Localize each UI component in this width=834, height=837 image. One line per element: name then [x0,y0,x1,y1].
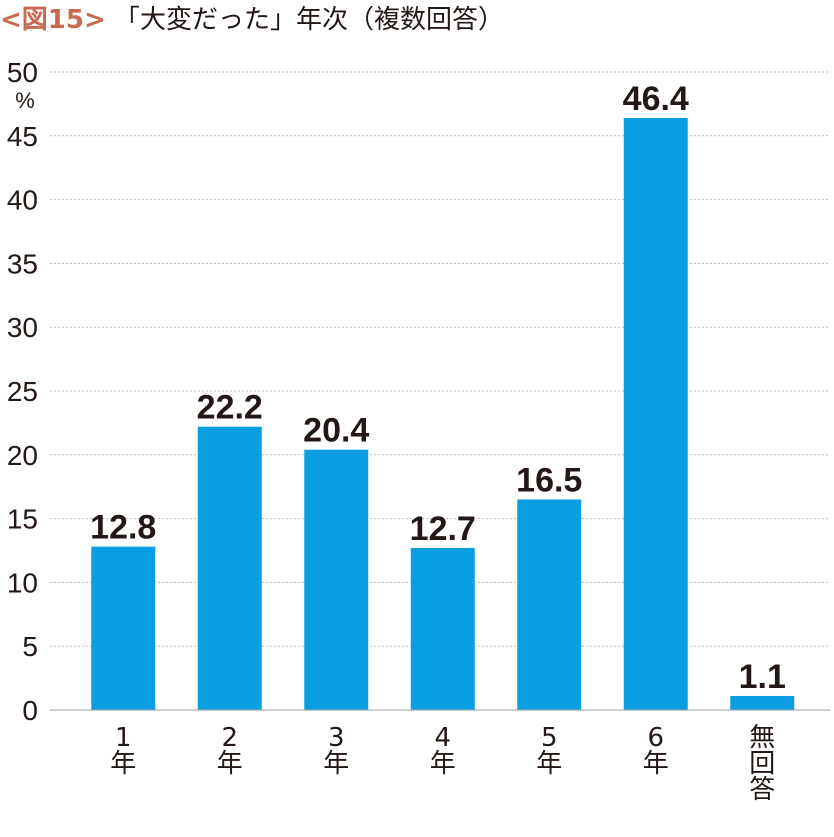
bar [410,547,475,710]
category-label: 答 [749,775,775,805]
category-label: 年 [110,749,136,779]
category-label: 無 [749,723,775,753]
data-label: 46.4 [623,80,689,118]
data-labels: 12.8 22.2 20.4 12.7 16.5 46.4 1.1 [90,80,786,696]
bar [517,499,582,710]
y-tick-label: 15 [7,504,38,535]
bar [730,695,795,710]
category-label: 6 [647,723,664,753]
y-tick-label: 40 [7,185,38,216]
y-axis-unit: % [15,88,35,113]
chart-title-text: 「大変だった」年次（複数回答） [114,5,505,35]
category-label: 4 [434,723,451,753]
data-label: 22.2 [197,389,263,427]
y-tick-label: 35 [7,248,38,279]
category-label: 2 [221,723,238,753]
category-label: 年 [430,749,456,779]
category-label: 年 [217,749,243,779]
data-label: 12.8 [90,509,156,547]
figure-number: <図15> [0,5,106,35]
y-tick-label: 20 [7,440,38,471]
y-tick-label: 25 [7,376,38,407]
y-tick-label: 50 [7,57,38,88]
y-axis-tick-labels: 0 5 10 15 20 25 30 35 40 45 50 [7,57,38,726]
data-label: 16.5 [516,461,582,499]
bar [197,426,262,710]
category-label: 年 [536,749,562,779]
category-label: 回 [749,749,775,779]
category-label: 年 [323,749,349,779]
bar [304,449,369,710]
bar [91,546,156,710]
category-label: 5 [541,723,558,753]
data-label: 20.4 [303,412,369,450]
y-tick-label: 30 [7,312,38,343]
y-tick-label: 0 [22,695,38,726]
category-label: 年 [643,749,669,779]
bar [623,117,688,711]
bars [91,117,795,711]
y-tick-label: 45 [7,121,38,152]
chart-title: <図15> 「大変だった」年次（複数回答） [0,0,504,40]
gridlines [50,71,830,647]
y-tick-label: 10 [7,567,38,598]
data-label: 12.7 [410,510,476,548]
y-tick-label: 5 [22,631,38,662]
category-label: 3 [328,723,345,753]
category-label: 1 [115,723,132,753]
data-label: 1.1 [739,658,786,696]
